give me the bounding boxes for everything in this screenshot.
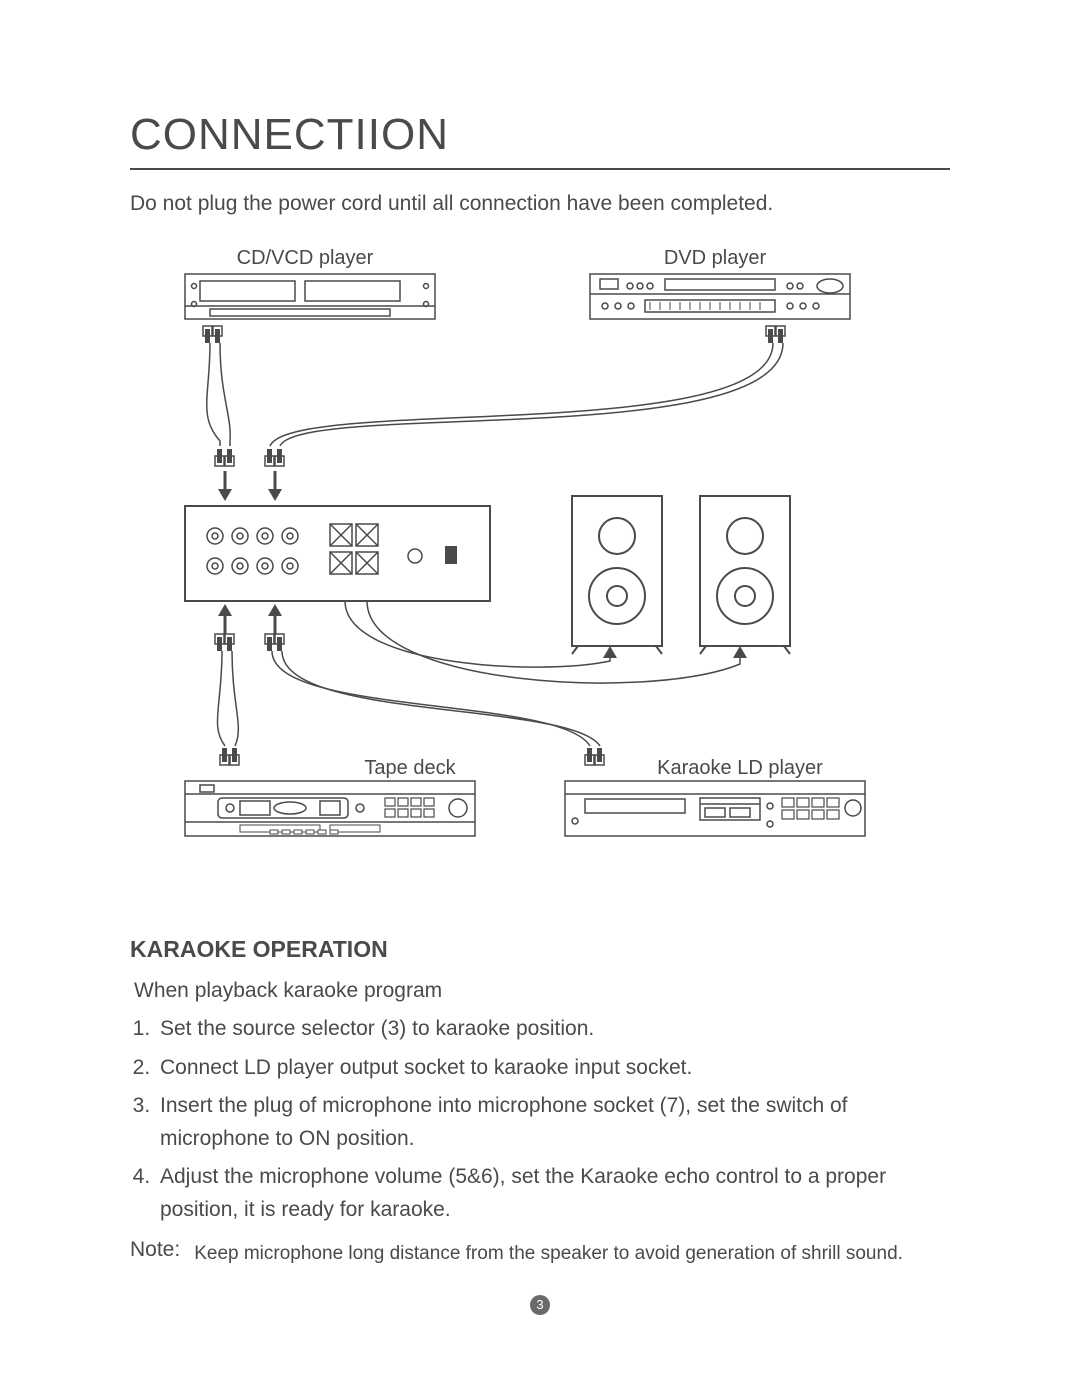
dvd-device <box>590 274 850 319</box>
karaoke-intro: When playback karaoke program <box>130 979 950 1003</box>
connection-diagram: CD/VCD player DVD player Tape deck Karao… <box>130 246 950 876</box>
note-body: Keep microphone long distance from the s… <box>194 1238 903 1269</box>
title-divider <box>130 168 950 170</box>
step-4: Adjust the microphone volume (5&6), set … <box>156 1161 950 1226</box>
page-number: 3 <box>130 1295 950 1315</box>
note-label: Note: <box>130 1238 180 1269</box>
warning-text: Do not plug the power cord until all con… <box>130 192 950 216</box>
karaoke-steps: Set the source selector (3) to karaoke p… <box>130 1013 950 1226</box>
karaoke-ld-device <box>565 781 865 836</box>
note-block: Note: Keep microphone long distance from… <box>130 1238 950 1269</box>
speaker-right <box>700 496 790 654</box>
karaoke-heading: KARAOKE OPERATION <box>130 936 950 963</box>
karaokeld-label: Karaoke LD player <box>657 757 823 779</box>
page-number-badge: 3 <box>530 1295 550 1315</box>
cdvcd-label: CD/VCD player <box>237 247 374 269</box>
speaker-left <box>572 496 662 654</box>
amplifier-device <box>185 506 490 601</box>
page-title: CONNECTIION <box>130 110 950 160</box>
dvd-label: DVD player <box>664 247 767 269</box>
step-2: Connect LD player output socket to karao… <box>156 1052 950 1085</box>
cdvcd-device <box>185 274 435 319</box>
step-3: Insert the plug of microphone into micro… <box>156 1090 950 1155</box>
step-1: Set the source selector (3) to karaoke p… <box>156 1013 950 1046</box>
tape-label: Tape deck <box>364 757 456 779</box>
tape-deck-device <box>185 781 475 836</box>
